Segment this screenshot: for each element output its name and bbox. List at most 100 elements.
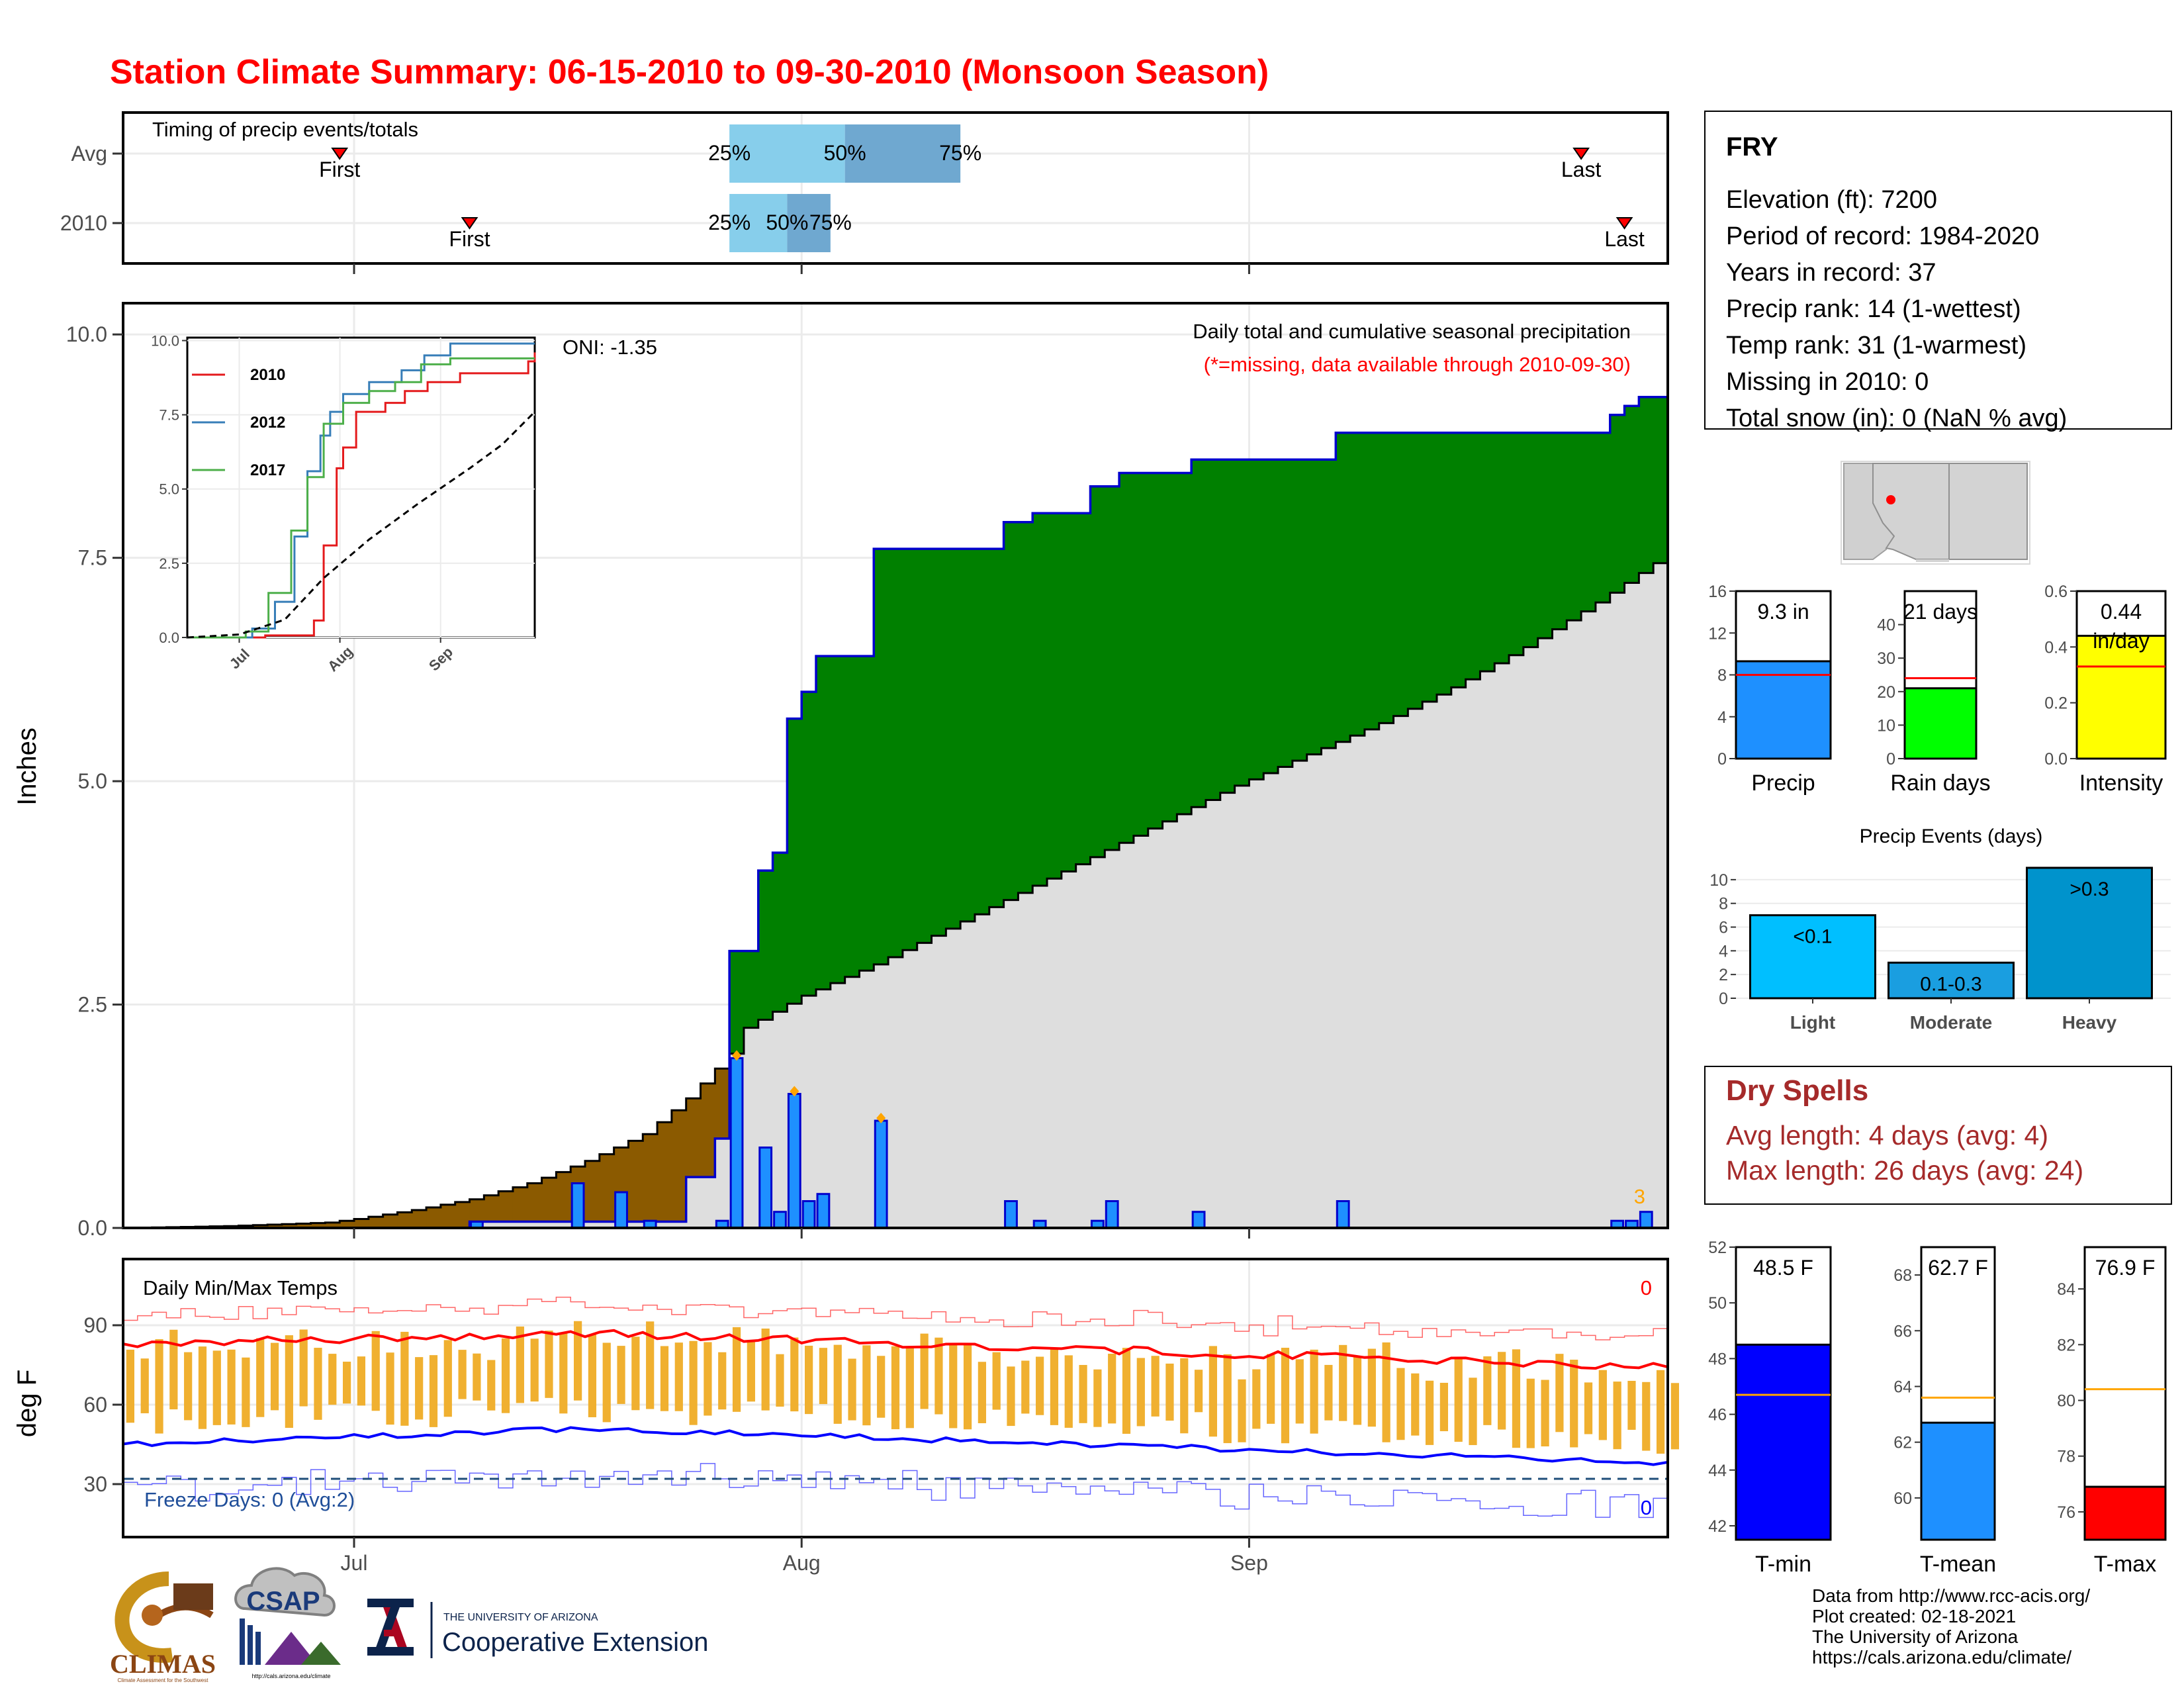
station-info-box: FRY Elevation (ft): 7200 Period of recor… xyxy=(1704,111,2172,432)
station-line-1: Elevation (ft): 7200 xyxy=(1726,186,1937,214)
timing-q75-label: 75% xyxy=(809,211,852,234)
record-low-line xyxy=(123,1463,1668,1519)
daily-temp-bar xyxy=(574,1321,582,1401)
daily-temp-bar xyxy=(1122,1348,1131,1434)
summary-bar-fill xyxy=(1920,1421,1996,1541)
daily-temp-bar xyxy=(1194,1370,1203,1413)
surplus-slab xyxy=(1451,432,1467,688)
surplus-slab xyxy=(1581,432,1596,612)
events-ytick-label: 0 xyxy=(1719,990,1728,1008)
daily-temp-bar xyxy=(1570,1360,1578,1448)
temp-ytick-label: 30 xyxy=(83,1472,107,1496)
daily-temp-bar xyxy=(1598,1370,1607,1440)
summary-bar-value-label: 62.7 F xyxy=(1928,1256,1988,1280)
university-arizona-logo: THE UNIVERSITY OF ARIZONA Cooperative Ex… xyxy=(367,1599,708,1658)
deficit-slab xyxy=(426,1207,441,1228)
daily-temp-bar xyxy=(242,1357,250,1427)
timing-last-label: Last xyxy=(1604,227,1645,251)
daily-temp-bar xyxy=(256,1338,265,1417)
summary-bar-t-min: 42 44 46 48 50 52 48.5 F T-min xyxy=(1708,1239,1832,1577)
credits-line-1: Data from http://www.rcc-acis.org/ xyxy=(1812,1585,2090,1606)
surplus-slab xyxy=(1133,473,1149,836)
xaxis-tick-label: Aug xyxy=(783,1551,821,1575)
surplus-slab xyxy=(1624,406,1639,583)
temp-tmin-extreme-count: 0 xyxy=(1641,1496,1652,1519)
deficit-slab xyxy=(484,1195,499,1222)
inset-ytick-label: 0.0 xyxy=(159,630,179,646)
events-ytick-label: 6 xyxy=(1719,919,1728,937)
daily-temp-bar xyxy=(1656,1370,1665,1454)
summary-bar-ytick-label: 0 xyxy=(1717,750,1727,769)
daily-temp-bar xyxy=(718,1352,727,1410)
summary-bar-fill xyxy=(1903,687,1978,760)
daily-precip-bar xyxy=(1639,1211,1653,1229)
deficit-slab xyxy=(354,1219,369,1228)
daily-precip-bar xyxy=(787,1093,801,1229)
surplus-slab xyxy=(1350,432,1365,736)
freeze-days-label: Freeze Days: 0 (Avg:2) xyxy=(144,1488,355,1511)
summary-bar-value-label: 48.5 F xyxy=(1753,1256,1813,1280)
temp-ytick-label: 60 xyxy=(83,1393,107,1417)
surplus-slab xyxy=(1465,432,1481,680)
station-line-6: Missing in 2010: 0 xyxy=(1726,368,1929,396)
precip-event-bar xyxy=(1888,961,2015,1000)
daily-temp-bar xyxy=(862,1345,871,1426)
daily-temp-bar xyxy=(1281,1348,1290,1444)
oni-label: ONI: -1.35 xyxy=(563,336,657,359)
daily-temp-bar xyxy=(1642,1382,1651,1451)
daily-temp-bar xyxy=(1339,1344,1347,1421)
daily-temp-bar xyxy=(1093,1369,1102,1427)
avg-tmax-line xyxy=(122,1329,1668,1370)
ua-logo-top: THE UNIVERSITY OF ARIZONA xyxy=(443,1612,598,1623)
deficit-slab xyxy=(657,1122,672,1222)
surplus-slab xyxy=(1220,459,1236,793)
surplus-slab xyxy=(772,853,788,1012)
deficit-slab xyxy=(700,1083,715,1178)
precip-annotation-title: Daily total and cumulative seasonal prec… xyxy=(1193,320,1631,343)
daily-precip-bar xyxy=(614,1191,628,1229)
summary-bar-fill xyxy=(1735,1343,1832,1541)
summary-bar-ytick-label: 40 xyxy=(1877,616,1895,635)
summary-bar-ytick-label: 4 xyxy=(1717,708,1727,727)
station-line-4: Precip rank: 14 (1-wettest) xyxy=(1726,295,2021,323)
summary-bar-fill xyxy=(2075,634,2167,760)
daily-precip-bar xyxy=(1105,1200,1119,1229)
events-ytick-label: 10 xyxy=(1709,871,1728,890)
deficit-slab xyxy=(585,1160,600,1222)
csap-logo-text: CSAP xyxy=(246,1587,320,1616)
summary-bar-ytick-label: 76 xyxy=(2057,1503,2075,1522)
surplus-slab xyxy=(960,549,976,922)
events-ytick-label: 8 xyxy=(1719,895,1728,914)
summary-bar-category-label: Rain days xyxy=(1890,771,1990,796)
avg-tmin-line xyxy=(122,1426,1668,1466)
summary-bar-ytick-label: 20 xyxy=(1877,683,1895,702)
daily-temp-bar xyxy=(1498,1352,1506,1430)
summary-bar-category-label: Precip xyxy=(1751,771,1815,796)
daily-temp-bar xyxy=(877,1356,886,1418)
surplus-slab xyxy=(729,951,745,1054)
surplus-slab xyxy=(1480,432,1495,672)
daily-temp-bar xyxy=(371,1331,380,1411)
precip-ytick-label: 10.0 xyxy=(66,322,107,346)
daily-temp-bar xyxy=(631,1336,640,1411)
surplus-slab xyxy=(1321,459,1336,749)
dry-spells-box: Dry Spells Avg length: 4 days (avg: 4) M… xyxy=(1704,1066,2172,1205)
daily-temp-bar xyxy=(1267,1354,1275,1424)
daily-temp-bar xyxy=(1208,1346,1217,1437)
timing-first-label: First xyxy=(449,227,490,251)
surplus-slab xyxy=(1061,513,1077,872)
precip-event-bar-label: >0.3 xyxy=(2070,878,2109,900)
daily-temp-bar xyxy=(212,1350,221,1425)
timing-q25-q50-bar xyxy=(729,194,788,252)
timing-panel: Timing of precip events/totals Avg 2010 … xyxy=(60,111,1669,265)
daily-temp-bar xyxy=(357,1356,366,1406)
dry-spells-max: Max length: 26 days (avg: 24) xyxy=(1726,1155,2083,1186)
precip-event-category: Light xyxy=(1790,1012,1835,1033)
summary-bar-intensity: 0.0 0.2 0.4 0.6 0.44 in/day Intensity xyxy=(2044,583,2167,796)
summary-bar-category-label: T-mean xyxy=(1920,1552,1996,1577)
surplus-slab xyxy=(1249,459,1264,780)
timing-last-label: Last xyxy=(1561,158,1602,181)
daily-temp-bar xyxy=(1252,1369,1261,1429)
daily-temp-bar xyxy=(1425,1380,1434,1445)
climas-logo: CLIMAS Climate Assessment for the Southw… xyxy=(110,1571,216,1683)
